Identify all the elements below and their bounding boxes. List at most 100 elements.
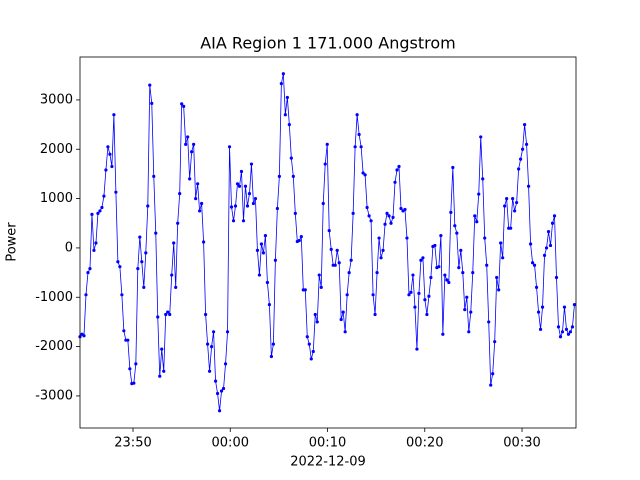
- data-point: [481, 177, 485, 181]
- data-point: [437, 265, 441, 269]
- data-point: [251, 201, 256, 206]
- data-point: [485, 263, 489, 267]
- data-point: [544, 246, 549, 250]
- data-point: [475, 220, 479, 224]
- data-point: [180, 102, 184, 106]
- data-point: [511, 196, 515, 201]
- data-point: [357, 132, 361, 137]
- data-point: [343, 330, 347, 334]
- data-point: [237, 184, 242, 188]
- data-point: [519, 157, 523, 161]
- data-point: [419, 258, 423, 262]
- data-point: [521, 147, 525, 151]
- data-point: [369, 219, 373, 223]
- data-point: [534, 285, 539, 289]
- data-point: [570, 325, 575, 329]
- data-point: [160, 347, 164, 351]
- data-point: [325, 142, 329, 146]
- data-point: [196, 182, 200, 186]
- data-point: [108, 152, 112, 156]
- data-point: [146, 204, 150, 208]
- data-point: [377, 236, 381, 240]
- data-point: [207, 369, 212, 373]
- data-point: [417, 291, 421, 295]
- data-point: [546, 230, 551, 234]
- data-point: [112, 113, 116, 117]
- data-point: [467, 330, 471, 334]
- data-point: [471, 270, 475, 275]
- data-point: [425, 312, 429, 317]
- data-point: [239, 169, 244, 174]
- data-point: [235, 182, 240, 186]
- data-point: [345, 293, 349, 297]
- data-point: [341, 310, 345, 314]
- data-point: [389, 221, 393, 225]
- data-point: [405, 236, 409, 240]
- data-point: [528, 242, 533, 246]
- data-point: [447, 280, 451, 285]
- chart-title: AIA Region 1 171.000 Angstrom: [200, 34, 456, 53]
- data-point: [114, 190, 118, 194]
- data-point: [245, 204, 250, 208]
- data-point: [538, 327, 543, 331]
- data-point: [513, 209, 517, 213]
- data-point: [542, 253, 547, 257]
- data-point: [427, 294, 431, 298]
- data-point: [267, 303, 272, 307]
- data-point: [309, 357, 313, 361]
- data-point: [393, 180, 397, 184]
- data-point: [225, 330, 230, 334]
- data-point: [530, 261, 535, 265]
- data-point: [560, 330, 565, 334]
- data-point: [132, 381, 136, 385]
- data-point: [385, 211, 389, 215]
- data-point: [323, 162, 327, 166]
- data-point: [162, 369, 166, 373]
- data-point: [184, 142, 188, 146]
- data-point: [136, 267, 140, 271]
- data-point: [170, 273, 174, 277]
- data-point: [249, 162, 254, 166]
- data-point: [339, 317, 343, 322]
- data-point: [526, 184, 531, 188]
- data-point: [257, 273, 262, 277]
- data-point: [556, 325, 561, 329]
- data-point: [407, 293, 411, 297]
- data-point: [305, 335, 309, 339]
- data-point: [532, 263, 537, 267]
- data-point: [259, 242, 264, 246]
- data-point: [194, 196, 198, 201]
- data-point: [211, 330, 216, 334]
- data-point: [92, 248, 96, 252]
- data-point: [572, 303, 577, 307]
- data-point: [186, 135, 190, 139]
- data-point: [200, 201, 204, 206]
- y-tick-label: 0: [65, 240, 73, 255]
- data-point: [558, 335, 563, 339]
- data-point: [433, 243, 437, 248]
- data-point: [421, 256, 425, 260]
- plot-frame: [79, 56, 577, 429]
- data-point: [289, 156, 293, 160]
- data-point: [243, 184, 248, 188]
- data-point: [247, 192, 252, 196]
- data-point: [202, 240, 206, 244]
- data-point: [287, 122, 291, 127]
- data-point: [297, 238, 301, 243]
- data-point: [465, 295, 469, 299]
- data-point: [439, 233, 443, 238]
- data-point: [283, 113, 287, 117]
- data-point: [455, 231, 459, 235]
- data-point: [205, 342, 210, 346]
- data-point: [373, 312, 377, 317]
- data-point: [397, 164, 401, 169]
- data-point: [263, 233, 268, 238]
- data-point: [142, 285, 146, 289]
- data-point: [154, 231, 158, 235]
- data-point: [138, 235, 142, 239]
- data-point: [415, 347, 419, 351]
- data-point: [457, 266, 461, 270]
- data-point: [164, 312, 168, 317]
- data-point: [335, 248, 339, 252]
- data-point: [568, 330, 573, 334]
